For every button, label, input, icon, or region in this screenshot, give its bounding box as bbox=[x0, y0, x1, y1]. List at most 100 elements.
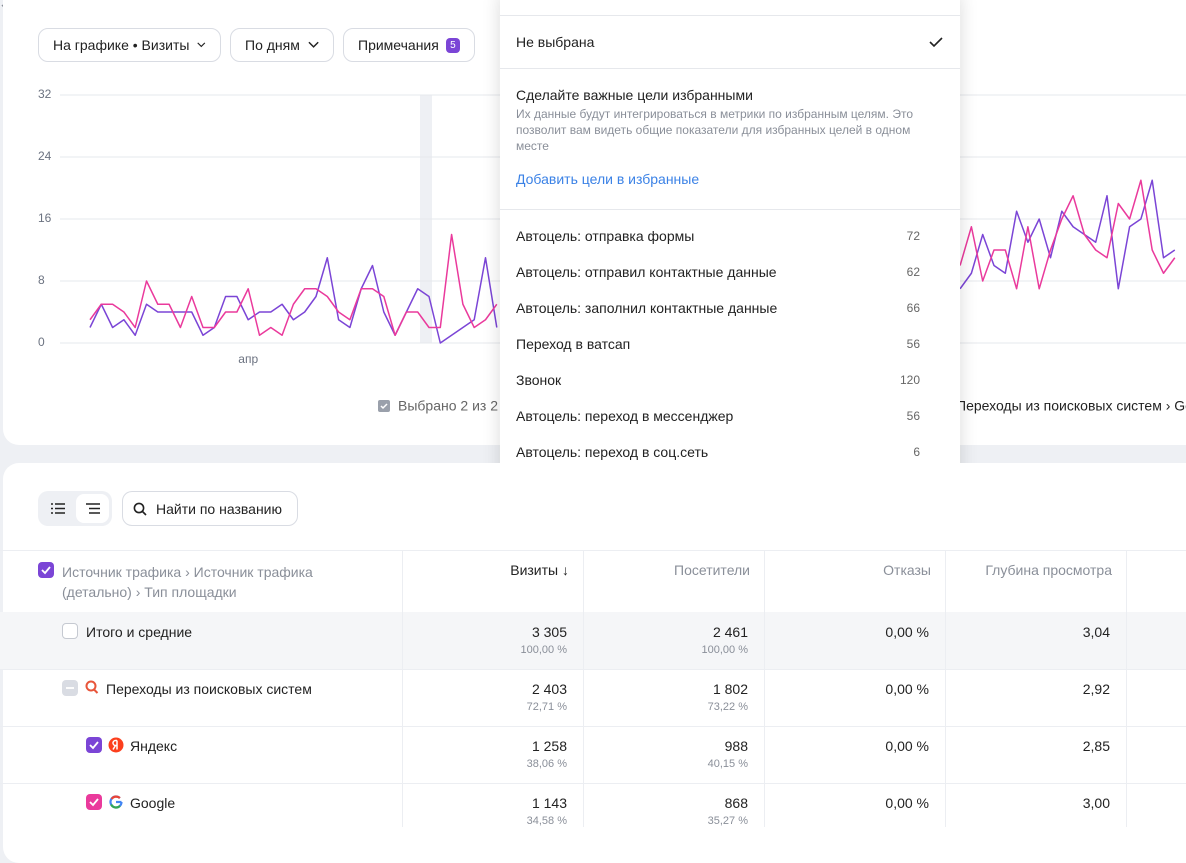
legend-item[interactable]: Переходы из поисковых систем › Google bbox=[956, 398, 1186, 414]
checkbox[interactable] bbox=[86, 737, 102, 753]
icon bbox=[85, 680, 99, 694]
separator bbox=[500, 209, 960, 210]
promo-title: Сделайте важные цели избранными bbox=[516, 87, 753, 103]
cell-value: 3,04 bbox=[1082, 624, 1110, 640]
check-icon bbox=[89, 798, 99, 807]
goal-item[interactable]: Автоцель: переход в соц.сеть 6 bbox=[500, 434, 960, 470]
goal-name: Автоцель: переход в соц.сеть bbox=[516, 444, 709, 460]
goal-item[interactable]: Автоцель: отправка формы 72 bbox=[500, 218, 960, 254]
column-header[interactable]: Глубина просмотра bbox=[985, 562, 1112, 578]
cell: 2 403 72,71 % bbox=[402, 681, 567, 713]
cell-value: 1 258 bbox=[531, 738, 567, 754]
tree-view-button[interactable] bbox=[76, 494, 109, 523]
row-name[interactable]: Итого и средние bbox=[86, 624, 193, 640]
cell: 2 461 100,00 % bbox=[583, 624, 748, 656]
notes-label: Примечания bbox=[358, 37, 439, 53]
check-icon bbox=[41, 566, 51, 575]
series-line bbox=[89, 257, 498, 344]
y-tick-label: 16 bbox=[38, 211, 52, 225]
separator bbox=[500, 68, 960, 69]
series-line bbox=[959, 179, 1176, 290]
search-box[interactable]: Найти по названию bbox=[122, 491, 298, 526]
selection-label[interactable]: Выбрано 2 из 2 bbox=[398, 398, 498, 414]
series-line bbox=[89, 233, 498, 336]
column-header[interactable]: Отказы bbox=[883, 562, 931, 578]
cell-value: 2,92 bbox=[1082, 681, 1110, 697]
goal-count: 56 bbox=[906, 409, 920, 423]
cell: 0,00 % bbox=[764, 795, 929, 811]
cell-value: 2 403 bbox=[531, 681, 567, 697]
goal-name: Автоцель: переход в мессенджер bbox=[516, 408, 734, 424]
goal-count: 56 bbox=[906, 337, 920, 351]
goal-name: Автоцель: отправка формы bbox=[516, 228, 695, 244]
icon bbox=[109, 795, 123, 809]
cell: 3,00 bbox=[945, 795, 1110, 811]
metric-select[interactable]: На графике • Визиты bbox=[38, 28, 221, 62]
goal-item[interactable]: Звонок 120 bbox=[500, 362, 960, 398]
goal-item[interactable]: Автоцель: заполнил контактные данные 66 bbox=[500, 290, 960, 326]
table: Источник трафика › Источник трафика (дет… bbox=[0, 0, 1186, 827]
checkbox[interactable] bbox=[86, 794, 102, 810]
goal-name: Автоцель: отправил контактные данные bbox=[516, 264, 777, 280]
goal-item[interactable]: Автоцель: переход в мессенджер 56 bbox=[500, 398, 960, 434]
goal-count: 62 bbox=[906, 265, 920, 279]
source-icon bbox=[108, 794, 124, 810]
series-line bbox=[959, 179, 1176, 290]
cell: 0,00 % bbox=[764, 738, 929, 754]
chevron bbox=[308, 41, 319, 48]
goal-name: Переход в ватсап bbox=[516, 336, 631, 352]
y-tick-label: 24 bbox=[38, 149, 52, 163]
promo-text: Их данные будут интегрироваться в метрик… bbox=[516, 107, 914, 153]
goal-dropdown: Не выбрана Сделайте важные цели избранны… bbox=[500, 0, 960, 549]
cell-value: 2,85 bbox=[1082, 738, 1110, 754]
cell: 1 143 34,58 % bbox=[402, 795, 567, 827]
cell-value: 1 802 bbox=[712, 681, 748, 697]
cell-share: 100,00 % bbox=[701, 644, 748, 656]
row-border bbox=[0, 726, 1186, 727]
checkbox[interactable] bbox=[62, 680, 78, 696]
goal-count: 6 bbox=[913, 445, 920, 459]
y-tick-label: 8 bbox=[38, 273, 45, 287]
checkbox[interactable] bbox=[38, 562, 54, 578]
goal-none[interactable]: Не выбрана bbox=[516, 34, 595, 50]
icon bbox=[108, 737, 124, 753]
totals-background bbox=[0, 612, 1186, 669]
goal-count: 72 bbox=[906, 229, 920, 243]
cell: 988 40,15 % bbox=[583, 738, 748, 770]
row-name[interactable]: Яндекс bbox=[130, 738, 178, 754]
row-name[interactable]: Переходы из поисковых систем bbox=[106, 681, 312, 697]
search-placeholder: Найти по названию bbox=[156, 501, 282, 517]
cell-share: 38,06 % bbox=[526, 758, 567, 770]
x-tick-label: апр bbox=[238, 352, 258, 366]
column-header[interactable]: Посетители bbox=[674, 562, 750, 578]
goal-count: 66 bbox=[906, 301, 920, 315]
goal-item[interactable]: Автоцель: отправил контактные данные 62 bbox=[500, 254, 960, 290]
goal-item[interactable]: Переход в ватсап 56 bbox=[500, 326, 960, 362]
column-header[interactable]: Визиты ↓ bbox=[510, 562, 569, 578]
cell-value: 868 bbox=[724, 795, 748, 811]
metric-label: На графике • Визиты bbox=[53, 37, 190, 53]
cell-value: 988 bbox=[724, 738, 748, 754]
cell-value: 0,00 % bbox=[885, 624, 929, 640]
cell-value: 0,00 % bbox=[885, 738, 929, 754]
cell: 0,00 % bbox=[764, 681, 929, 697]
y-tick-label: 0 bbox=[38, 335, 45, 349]
cell-share: 100,00 % bbox=[520, 644, 567, 656]
column-header[interactable]: Источник трафика › Источник трафика (дет… bbox=[62, 564, 313, 600]
grouping-select[interactable]: По дням bbox=[230, 28, 334, 62]
column-separator bbox=[1126, 550, 1127, 827]
cell-share: 73,22 % bbox=[707, 701, 748, 713]
notes-button[interactable]: Примечания 5 bbox=[343, 28, 475, 62]
column-separator bbox=[945, 550, 946, 827]
check-icon bbox=[380, 403, 388, 410]
column-separator bbox=[402, 550, 403, 827]
list-view-button[interactable] bbox=[51, 503, 65, 514]
cell: 3 305 100,00 % bbox=[402, 624, 567, 656]
promo-link[interactable]: Добавить цели в избранные bbox=[516, 171, 700, 187]
cell-value: 1 143 bbox=[531, 795, 567, 811]
cell-value: 0,00 % bbox=[885, 795, 929, 811]
row-name[interactable]: Google bbox=[130, 795, 176, 811]
checkbox[interactable] bbox=[62, 623, 78, 639]
